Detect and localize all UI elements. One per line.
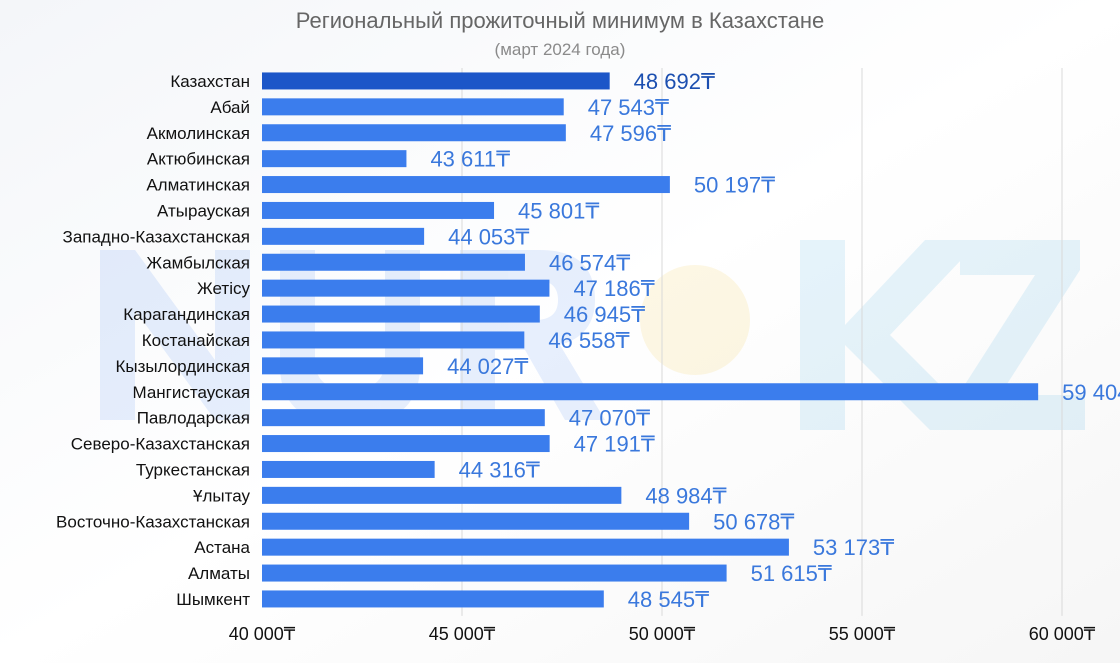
data-label: 50 197₸ [694, 173, 775, 198]
category-label: Абай [210, 98, 250, 117]
category-label: Карагандинская [123, 305, 250, 324]
category-label: Жетісу [197, 279, 250, 298]
data-label: 53 173₸ [813, 535, 894, 560]
data-label: 47 070₸ [569, 406, 650, 431]
data-label: 48 545₸ [628, 587, 709, 612]
bar [262, 538, 789, 556]
data-label: 46 574₸ [549, 250, 630, 275]
category-label: Ұлытау [193, 486, 250, 505]
data-label: 47 186₸ [573, 276, 654, 301]
x-tick-label: 45 000₸ [429, 624, 496, 644]
bar [262, 227, 425, 245]
x-tick-label: 55 000₸ [829, 624, 896, 644]
data-label: 47 596₸ [590, 121, 671, 146]
data-label: 48 692₸ [634, 69, 715, 94]
data-label: 46 945₸ [564, 302, 645, 327]
data-label: 59 404₸ [1062, 380, 1120, 405]
data-label: 43 611₸ [430, 147, 510, 172]
data-label: 44 316₸ [459, 457, 540, 482]
category-label: Астана [194, 538, 250, 557]
category-label: Восточно-Казахстанская [56, 512, 250, 531]
x-tick-label: 60 000₸ [1029, 624, 1096, 644]
chart-title: Региональный прожиточный минимум в Казах… [295, 8, 825, 33]
category-label: Атырауская [157, 201, 250, 220]
data-label: 50 678₸ [713, 509, 794, 534]
bar [262, 409, 545, 427]
data-label: 46 558₸ [548, 328, 629, 353]
category-label: Казахстан [170, 72, 250, 91]
bar [262, 331, 525, 349]
category-label: Костанайская [142, 331, 250, 350]
chart-subtitle: (март 2024 года) [494, 40, 626, 59]
category-label: Актюбинская [147, 150, 250, 169]
bar [262, 253, 525, 271]
data-label: 47 543₸ [588, 95, 669, 120]
bar [262, 201, 495, 219]
category-label: Жамбылская [146, 253, 250, 272]
bar [262, 435, 550, 453]
category-label: Западно-Казахстанская [63, 227, 250, 246]
category-label: Северо-Казахстанская [71, 435, 250, 454]
bar [262, 357, 424, 375]
category-label: Алматы [188, 564, 250, 583]
x-tick-label: 40 000₸ [229, 624, 296, 644]
x-tick-label: 50 000₸ [629, 624, 696, 644]
bar [262, 98, 564, 116]
data-label: 45 801₸ [518, 198, 599, 223]
data-label: 47 191₸ [574, 432, 655, 457]
bar [262, 460, 435, 478]
bar [262, 150, 407, 168]
bar [262, 176, 670, 194]
data-label: 51 615₸ [751, 561, 832, 586]
bar [262, 564, 727, 582]
data-label: 44 053₸ [448, 224, 529, 249]
category-label: Мангистауская [132, 383, 250, 402]
data-label: 44 027₸ [447, 354, 528, 379]
bar [262, 486, 622, 504]
category-label: Туркестанская [136, 460, 250, 479]
category-label: Кызылординская [115, 357, 250, 376]
bar [262, 512, 690, 530]
bar [262, 383, 1039, 401]
bar [262, 72, 610, 90]
bar [262, 305, 540, 323]
bar [262, 590, 604, 608]
data-label: 48 984₸ [645, 483, 726, 508]
category-label: Алматинская [146, 176, 250, 195]
bar [262, 124, 566, 142]
bar [262, 279, 550, 297]
category-label: Павлодарская [137, 409, 250, 428]
category-label: Акмолинская [147, 124, 250, 143]
category-label: Шымкент [176, 590, 250, 609]
